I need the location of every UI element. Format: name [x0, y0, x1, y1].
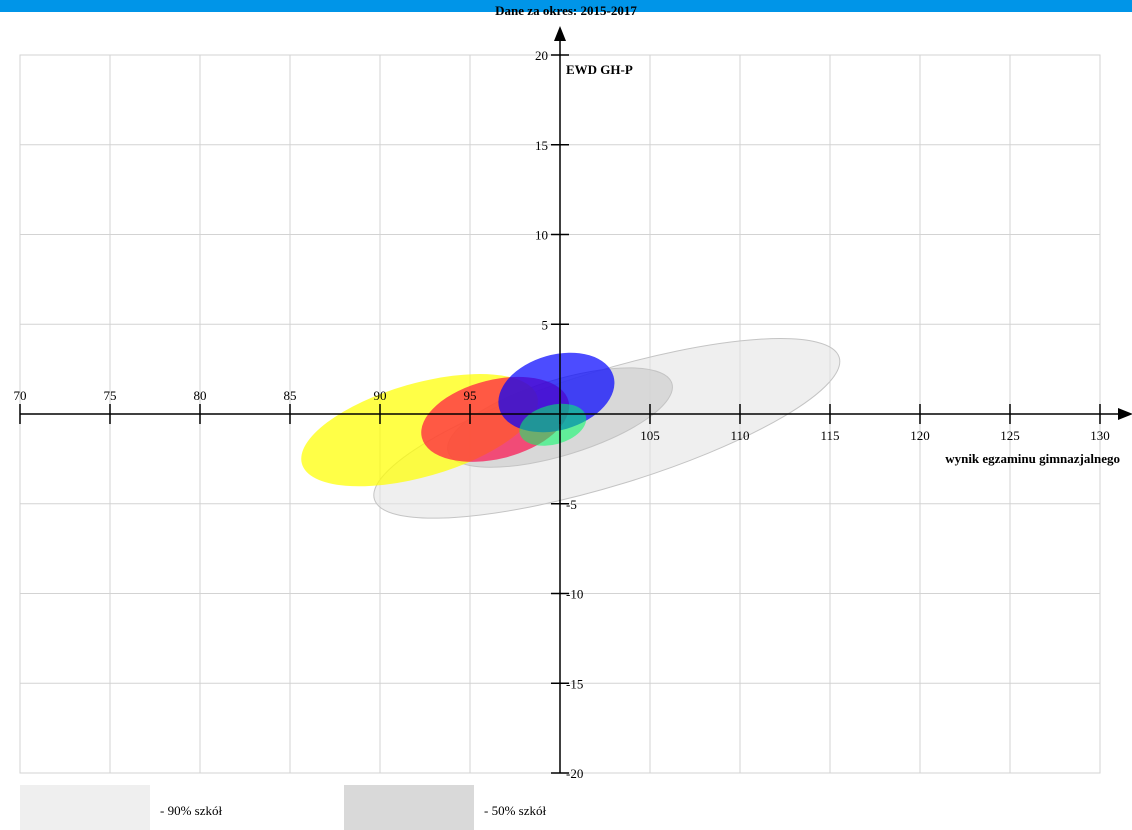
x-tick-label: 70	[14, 388, 27, 403]
legend-swatch-50	[344, 785, 474, 830]
y-tick-label: 10	[535, 228, 548, 243]
x-tick-label: 120	[910, 428, 930, 443]
x-tick-label: 95	[464, 388, 477, 403]
y-tick-label: -10	[566, 587, 583, 602]
ellipses	[301, 338, 841, 519]
legend-label-90: - 90% szkół	[160, 803, 223, 818]
x-tick-label: 105	[640, 428, 660, 443]
x-tick-label: 110	[730, 428, 749, 443]
legend-swatch-90	[20, 785, 150, 830]
y-axis-arrow	[554, 26, 566, 41]
x-tick-label: 90	[374, 388, 387, 403]
top-bar	[0, 0, 1132, 12]
y-tick-label: 15	[535, 138, 548, 153]
x-tick-label: 80	[194, 388, 207, 403]
x-tick-label: 130	[1090, 428, 1110, 443]
y-tick-label: -15	[566, 676, 583, 691]
x-axis-arrow	[1118, 408, 1132, 420]
chart-title: Dane za okres: 2015-2017	[495, 3, 637, 18]
y-axis-label: EWD GH-P	[566, 62, 633, 77]
x-tick-label: 125	[1000, 428, 1020, 443]
y-tick-label: -20	[566, 766, 583, 781]
x-axis-label: wynik egzaminu gimnazjalnego	[945, 451, 1120, 466]
legend-label-50: - 50% szkół	[484, 803, 547, 818]
ellipse-5	[498, 352, 615, 433]
y-tick-label: 5	[542, 317, 549, 332]
x-tick-label: 75	[104, 388, 117, 403]
y-tick-label: 20	[535, 48, 548, 63]
x-tick-label: 85	[284, 388, 297, 403]
x-tick-label: 115	[820, 428, 839, 443]
y-tick-label: -5	[566, 497, 577, 512]
